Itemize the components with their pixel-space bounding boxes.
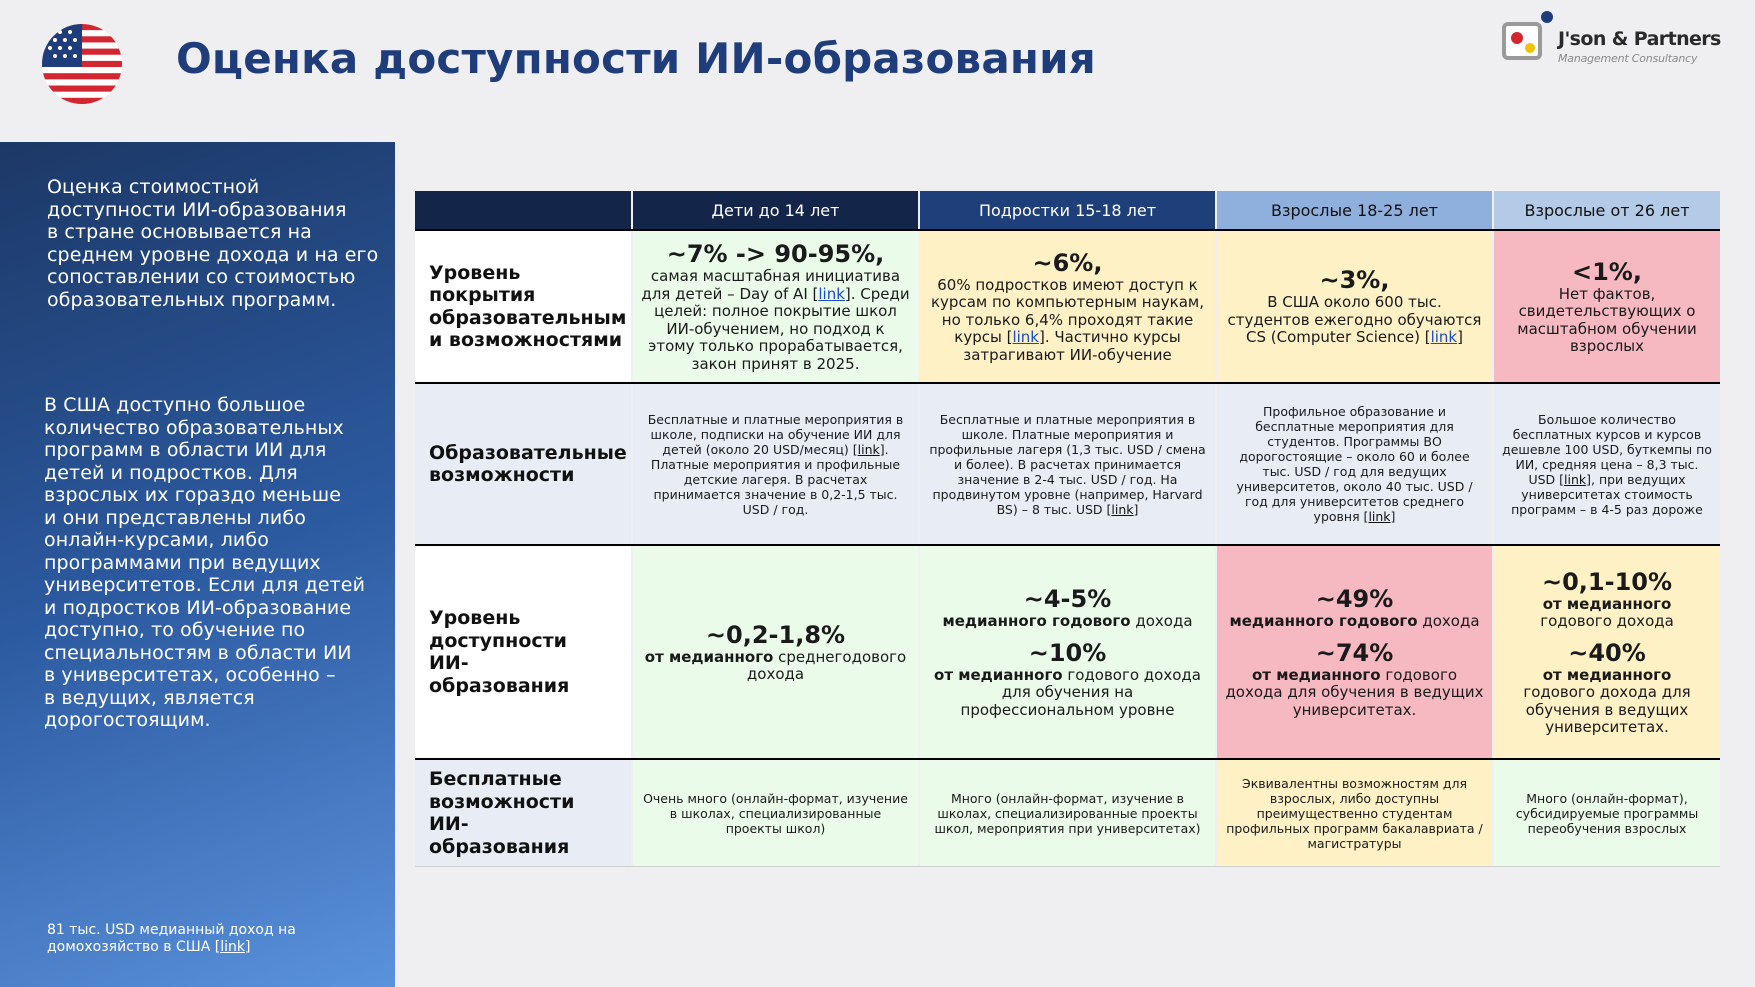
value-affordability-adults-top: ~40% bbox=[1568, 638, 1646, 667]
row-label-coverage: Уровень покрытия образовательным и возмо… bbox=[429, 261, 627, 352]
cell-opportunities-teens: Бесплатные и платные мероприятия в школе… bbox=[920, 384, 1215, 544]
cell-coverage-adults: <1%, Нет фактов, свидетельствующих о мас… bbox=[1494, 231, 1720, 382]
cell-affordability-adults: ~0,1-10% от медианного годового дохода ~… bbox=[1494, 546, 1720, 758]
row-divider bbox=[415, 758, 1720, 760]
company-logo: J'son & Partners Management Consultancy bbox=[1500, 8, 1721, 74]
sidebar-panel: Оценка стоимостной доступности ИИ-образо… bbox=[0, 142, 395, 987]
cell-coverage-teens: ~6%, 60% подростков имеют доступ к курса… bbox=[920, 231, 1215, 382]
value-affordability-adults-general: ~0,1-10% bbox=[1541, 567, 1673, 596]
sidebar-footnote: 81 тыс. USD медианный доход на домохозяй… bbox=[47, 922, 296, 955]
cell-coverage-children: ~7% -> 90-95%, самая масштабная инициати… bbox=[633, 231, 918, 382]
text-free-young-adults: Эквивалентны возможностям для взрослых, … bbox=[1226, 775, 1483, 851]
row-divider bbox=[415, 382, 1720, 384]
cell-opportunities-adults: Большое количество бесплатных курсов и к… bbox=[1494, 384, 1720, 544]
text-coverage-adults: Нет фактов, свидетельствующих о масштабн… bbox=[1517, 284, 1697, 355]
value-affordability-teens-pro: ~10% bbox=[1028, 638, 1107, 667]
column-header-adults: Взрослые от 26 лет bbox=[1494, 191, 1720, 229]
cell-free-adults: Много (онлайн-формат), субсидируемые про… bbox=[1494, 760, 1720, 866]
column-header-teens: Подростки 15-18 лет bbox=[920, 191, 1215, 229]
cell-opportunities-children: Бесплатные и платные мероприятия в школе… bbox=[633, 384, 918, 544]
row-divider bbox=[415, 544, 1720, 546]
row-divider bbox=[415, 229, 1720, 231]
row-label-affordability: Уровень доступности ИИ- образования bbox=[429, 607, 570, 697]
source-link[interactable]: link bbox=[1368, 509, 1391, 524]
us-flag-icon bbox=[42, 24, 122, 104]
source-link[interactable]: link bbox=[1564, 471, 1587, 487]
header-empty-cell bbox=[415, 191, 631, 229]
sidebar-intro-text: Оценка стоимостной доступности ИИ-образо… bbox=[47, 176, 379, 311]
source-link[interactable]: link bbox=[818, 284, 845, 303]
row-label-free: Бесплатные возможности ИИ- образования bbox=[429, 768, 575, 858]
value-coverage-adults: <1%, bbox=[1572, 257, 1642, 286]
text-free-adults: Много (онлайн-формат), субсидируемые про… bbox=[1515, 790, 1699, 836]
value-affordability-children: ~0,2-1,8% bbox=[705, 620, 846, 649]
value-coverage-young-adults: ~3%, bbox=[1319, 266, 1390, 295]
text-free-children: Очень много (онлайн-формат, изучение в ш… bbox=[643, 790, 908, 836]
cell-affordability-teens: ~4-5% медианного годового дохода ~10% от… bbox=[920, 546, 1215, 758]
value-affordability-young-adults-general: ~49% bbox=[1315, 585, 1394, 613]
value-coverage-children: ~7% -> 90-95%, bbox=[666, 240, 885, 268]
sidebar-summary-text: В США доступно большое количество образо… bbox=[44, 394, 366, 731]
cell-free-children: Очень много (онлайн-формат, изучение в ш… bbox=[633, 760, 918, 866]
table-bottom-border bbox=[415, 866, 1720, 867]
column-header-children: Дети до 14 лет bbox=[633, 191, 918, 229]
source-link[interactable]: link bbox=[1012, 328, 1039, 347]
text-free-teens: Много (онлайн-формат, изучение в школах,… bbox=[934, 790, 1201, 836]
source-link[interactable]: link bbox=[857, 441, 880, 457]
row-label-opportunities: Образовательные возможности bbox=[429, 441, 627, 487]
cell-free-young-adults: Эквивалентны возможностям для взрослых, … bbox=[1217, 760, 1492, 866]
source-link[interactable]: link bbox=[1111, 501, 1134, 517]
logo-subtitle: Management Consultancy bbox=[1558, 52, 1698, 65]
value-affordability-young-adults-top: ~74% bbox=[1315, 638, 1394, 667]
cell-free-teens: Много (онлайн-формат, изучение в школах,… bbox=[920, 760, 1215, 866]
row-label-cell bbox=[415, 760, 631, 866]
footnote-link[interactable]: link bbox=[220, 939, 246, 955]
source-link[interactable]: link bbox=[1430, 328, 1458, 347]
logo-name: J'son & Partners bbox=[1558, 28, 1721, 50]
row-label-cell bbox=[415, 384, 631, 544]
value-affordability-teens-general: ~4-5% bbox=[1023, 585, 1112, 613]
row-label-cell bbox=[415, 231, 631, 382]
cell-coverage-young-adults: ~3%, В США около 600 тыс. студентов ежег… bbox=[1217, 231, 1492, 382]
column-header-young-adults: Взрослые 18-25 лет bbox=[1217, 191, 1492, 229]
cell-opportunities-young-adults: Профильное образование и бесплатные меро… bbox=[1217, 384, 1492, 544]
cell-affordability-young-adults: ~49% медианного годового дохода ~74% от … bbox=[1217, 546, 1492, 758]
cell-affordability-children: ~0,2-1,8% от медианного среднегодового д… bbox=[633, 546, 918, 758]
row-label-cell bbox=[415, 546, 631, 758]
value-coverage-teens: ~6%, bbox=[1032, 248, 1103, 277]
page-title: Оценка доступности ИИ-образования bbox=[176, 34, 1096, 83]
